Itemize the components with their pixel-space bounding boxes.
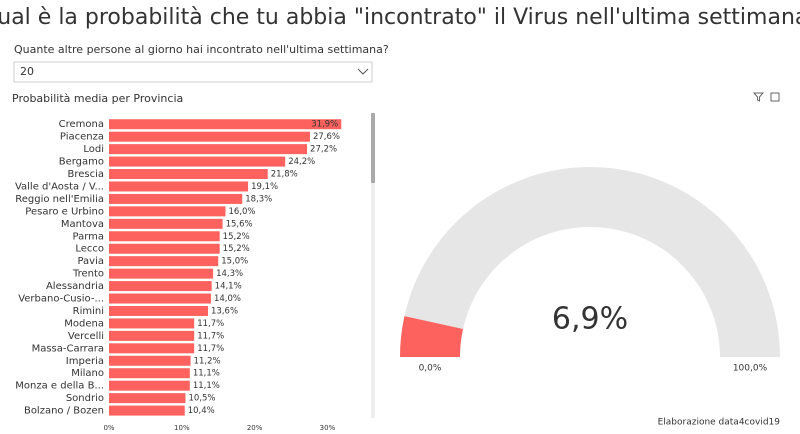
- value-label: 31,9%: [311, 120, 338, 130]
- value-label: 27,2%: [310, 145, 337, 155]
- category-label: Sondrio: [66, 393, 104, 404]
- category-label: Bergamo: [59, 157, 104, 168]
- category-label: Lecco: [75, 244, 104, 255]
- category-label: Parma: [72, 231, 104, 242]
- x-tick-label: 0%: [103, 424, 114, 432]
- x-tick-label: 10%: [174, 424, 190, 432]
- scrollbar-thumb[interactable]: [371, 113, 375, 183]
- value-label: 14,1%: [215, 282, 242, 292]
- category-label: Mantova: [61, 219, 104, 230]
- bar: [109, 156, 286, 167]
- category-label: Trento: [72, 269, 104, 280]
- category-label: Piacenza: [60, 132, 104, 143]
- value-label: 21,8%: [271, 170, 298, 180]
- bar: [109, 119, 342, 130]
- filter-label: Quante altre persone al giorno hai incon…: [14, 43, 389, 56]
- bar: [109, 206, 226, 217]
- filter-icon[interactable]: [752, 92, 765, 102]
- bar: [109, 281, 212, 292]
- bar: [109, 181, 249, 192]
- bar: [109, 355, 191, 366]
- bar: [109, 231, 220, 242]
- category-label: Imperia: [66, 356, 104, 367]
- category-label: Milano: [71, 368, 104, 379]
- focus-icon[interactable]: [770, 92, 780, 102]
- value-label: 11,7%: [197, 344, 224, 354]
- bar: [109, 243, 220, 254]
- category-label: Modena: [64, 318, 104, 329]
- gauge-value: [400, 316, 464, 357]
- value-label: 24,2%: [288, 157, 315, 167]
- category-label: Massa-Carrara: [32, 343, 104, 354]
- gauge-range-label: 100,0%: [733, 364, 768, 374]
- category-label: Brescia: [67, 169, 104, 180]
- bar: [109, 169, 268, 180]
- category-label: Cremona: [59, 119, 104, 130]
- bar: [109, 256, 219, 267]
- value-label: 10,5%: [188, 394, 215, 404]
- footer: Elaborazione data4covid19: [658, 418, 781, 428]
- bar: [109, 393, 186, 404]
- value-label: 11,1%: [193, 381, 220, 391]
- bar: [109, 144, 308, 155]
- category-label: Pavia: [77, 256, 104, 267]
- value-label: 16,0%: [229, 207, 256, 217]
- x-tick-label: 30%: [320, 424, 336, 432]
- value-label: 13,6%: [211, 306, 238, 316]
- category-label: Lodi: [83, 144, 104, 155]
- category-label: Alessandria: [46, 281, 104, 292]
- bar: [109, 343, 195, 354]
- value-label: 11,1%: [193, 369, 220, 379]
- value-label: 11,7%: [197, 331, 224, 341]
- page-title: Qual è la probabilità che tu abbia "inco…: [0, 5, 800, 30]
- bar: [109, 318, 195, 329]
- bar: [109, 405, 185, 416]
- bar: [109, 368, 190, 379]
- value-label: 15,2%: [223, 232, 250, 242]
- bar: [109, 193, 243, 204]
- bar: [109, 305, 209, 316]
- bar: [109, 380, 190, 391]
- scrollbar-track: [371, 113, 375, 418]
- category-label: Rimini: [73, 306, 104, 317]
- category-label: Monza e della B...: [15, 381, 104, 392]
- value-label: 14,3%: [216, 269, 243, 279]
- category-label: Bolzano / Bozen: [24, 406, 104, 417]
- value-label: 15,0%: [221, 257, 248, 267]
- filter-dropdown[interactable]: [13, 61, 373, 83]
- bar: [109, 218, 223, 229]
- gauge-value-label: 6,9%: [552, 302, 628, 337]
- dropdown-chevron[interactable]: [357, 68, 369, 75]
- bar: [109, 268, 214, 279]
- value-label: 10,4%: [188, 406, 215, 416]
- bar: [109, 330, 195, 341]
- bar: [109, 131, 310, 142]
- value-label: 11,7%: [197, 319, 224, 329]
- filter-value: 20: [20, 65, 34, 78]
- value-label: 19,1%: [251, 182, 278, 192]
- category-label: Vercelli: [68, 331, 104, 342]
- x-tick-label: 20%: [247, 424, 263, 432]
- value-label: 27,6%: [313, 132, 340, 142]
- gauge-track: [400, 167, 780, 357]
- value-label: 11,2%: [194, 356, 221, 366]
- value-label: 15,6%: [226, 219, 253, 229]
- value-label: 15,2%: [223, 244, 250, 254]
- gauge-range-label: 0,0%: [419, 364, 442, 374]
- category-label: Reggio nell'Emilia: [15, 194, 104, 205]
- category-label: Verbano-Cusio-...: [18, 294, 104, 305]
- value-label: 14,0%: [214, 294, 241, 304]
- value-label: 18,3%: [245, 194, 272, 204]
- category-label: Pesaro e Urbino: [25, 206, 104, 217]
- category-label: Valle d'Aosta / V...: [15, 181, 104, 192]
- bar-chart-title: Probabilità media per Provincia: [12, 92, 183, 105]
- bar: [109, 293, 211, 304]
